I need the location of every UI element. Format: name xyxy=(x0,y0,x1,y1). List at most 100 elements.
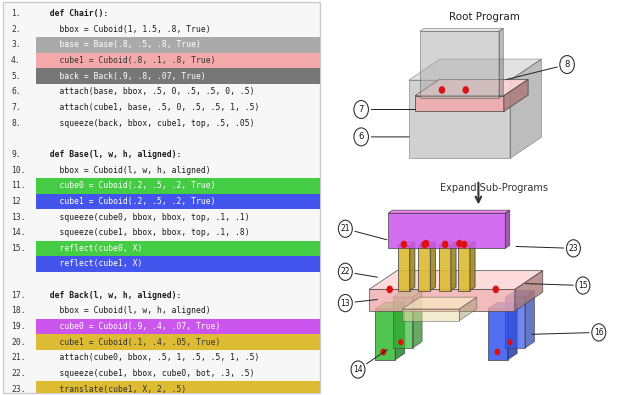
Circle shape xyxy=(566,240,580,257)
Polygon shape xyxy=(418,242,435,246)
Text: 13.: 13. xyxy=(11,213,26,222)
Text: 2.: 2. xyxy=(11,25,21,34)
Bar xyxy=(36,178,320,194)
Polygon shape xyxy=(369,290,515,311)
Text: 18.: 18. xyxy=(11,307,26,315)
Text: 13: 13 xyxy=(340,299,350,308)
Polygon shape xyxy=(376,303,404,309)
Polygon shape xyxy=(515,271,543,311)
Bar xyxy=(36,256,320,272)
Text: cube1 = Cuboid(.8, .1, .8, True): cube1 = Cuboid(.8, .1, .8, True) xyxy=(40,56,215,65)
Circle shape xyxy=(443,241,447,248)
Polygon shape xyxy=(506,291,534,297)
Text: 21.: 21. xyxy=(11,354,26,362)
Text: squeeze(cube1, bbox, bbox, top, .1, .8): squeeze(cube1, bbox, bbox, top, .1, .8) xyxy=(40,228,249,237)
Polygon shape xyxy=(488,309,508,360)
Text: def Base(l, w, h, aligned):: def Base(l, w, h, aligned): xyxy=(40,150,181,159)
Circle shape xyxy=(339,295,352,312)
Polygon shape xyxy=(458,242,475,246)
Circle shape xyxy=(493,286,499,293)
Text: 11.: 11. xyxy=(11,181,26,190)
Polygon shape xyxy=(393,291,422,297)
Bar xyxy=(36,334,320,350)
Text: cube1 = Cuboid(.1, .4, .05, True): cube1 = Cuboid(.1, .4, .05, True) xyxy=(40,338,220,347)
Polygon shape xyxy=(415,96,504,111)
Circle shape xyxy=(508,340,512,344)
Polygon shape xyxy=(525,291,534,348)
Text: base = Base(.8, .5, .8, True): base = Base(.8, .5, .8, True) xyxy=(40,41,200,49)
Bar xyxy=(36,68,320,84)
Text: 22: 22 xyxy=(340,267,350,276)
Text: reflect(cube1, X): reflect(cube1, X) xyxy=(40,260,142,269)
Bar xyxy=(36,241,320,256)
Bar xyxy=(36,53,320,68)
Text: 9.: 9. xyxy=(11,150,21,159)
Text: bbox = Cuboid(l, w, h, aligned): bbox = Cuboid(l, w, h, aligned) xyxy=(40,307,211,315)
Text: 19.: 19. xyxy=(11,322,26,331)
Polygon shape xyxy=(393,297,413,348)
Polygon shape xyxy=(451,242,456,291)
Text: 4.: 4. xyxy=(11,56,21,65)
Polygon shape xyxy=(413,291,422,348)
Polygon shape xyxy=(409,59,541,80)
Polygon shape xyxy=(458,246,470,291)
Circle shape xyxy=(354,128,369,146)
Text: attach(base, bbox, .5, 0, .5, .5, 0, .5): attach(base, bbox, .5, 0, .5, .5, 0, .5) xyxy=(40,87,254,96)
Text: 23: 23 xyxy=(568,244,579,253)
Text: def Back(l, w, h, aligned):: def Back(l, w, h, aligned): xyxy=(40,291,181,300)
Text: cube1 = Cuboid(.2, .5, .2, True): cube1 = Cuboid(.2, .5, .2, True) xyxy=(40,197,215,206)
Polygon shape xyxy=(420,31,499,98)
Text: Expand Sub-Programs: Expand Sub-Programs xyxy=(440,183,548,193)
Polygon shape xyxy=(420,28,503,31)
Circle shape xyxy=(424,241,429,247)
Polygon shape xyxy=(418,246,430,291)
Text: 8.: 8. xyxy=(11,119,21,128)
Text: 12: 12 xyxy=(11,197,21,206)
Circle shape xyxy=(463,87,468,93)
Polygon shape xyxy=(504,79,528,111)
Polygon shape xyxy=(439,246,451,291)
Text: squeeze(cube1, bbox, cube0, bot, .3, .5): squeeze(cube1, bbox, cube0, bot, .3, .5) xyxy=(40,369,254,378)
Text: cube0 = Cuboid(.9, .4, .07, True): cube0 = Cuboid(.9, .4, .07, True) xyxy=(40,322,220,331)
Text: back = Back(.9, .8, .07, True): back = Back(.9, .8, .07, True) xyxy=(40,72,205,81)
Circle shape xyxy=(457,241,462,247)
Polygon shape xyxy=(403,309,460,321)
Text: 22.: 22. xyxy=(11,369,26,378)
Circle shape xyxy=(592,324,605,341)
Text: 8: 8 xyxy=(564,60,570,69)
Text: reflect(cube0, X): reflect(cube0, X) xyxy=(40,244,142,253)
Circle shape xyxy=(351,361,365,378)
Bar xyxy=(36,194,320,209)
Bar xyxy=(36,381,320,395)
Text: 16: 16 xyxy=(594,328,604,337)
Text: 17.: 17. xyxy=(11,291,26,300)
Polygon shape xyxy=(506,297,525,348)
Text: attach(cube1, base, .5, 0, .5, .5, 1, .5): attach(cube1, base, .5, 0, .5, .5, 1, .5… xyxy=(40,103,259,112)
Polygon shape xyxy=(388,210,509,213)
Text: 20.: 20. xyxy=(11,338,26,347)
Polygon shape xyxy=(430,242,435,291)
Text: Root Program: Root Program xyxy=(449,12,520,22)
Polygon shape xyxy=(397,246,410,291)
Text: 7.: 7. xyxy=(11,103,21,112)
Circle shape xyxy=(387,286,392,293)
Text: 7: 7 xyxy=(358,105,364,114)
Polygon shape xyxy=(397,242,415,246)
Polygon shape xyxy=(376,309,395,360)
Text: squeeze(back, bbox, cube1, top, .5, .05): squeeze(back, bbox, cube1, top, .5, .05) xyxy=(40,119,254,128)
Text: 6.: 6. xyxy=(11,87,21,96)
Polygon shape xyxy=(510,59,541,158)
Text: 21: 21 xyxy=(340,224,350,233)
Circle shape xyxy=(495,349,500,355)
Text: 6: 6 xyxy=(358,132,364,141)
Text: 14.: 14. xyxy=(11,228,26,237)
Text: attach(cube0, bbox, .5, 1, .5, .5, 1, .5): attach(cube0, bbox, .5, 1, .5, .5, 1, .5… xyxy=(40,354,259,362)
Circle shape xyxy=(339,263,352,280)
Text: cube0 = Cuboid(.2, .5, .2, True): cube0 = Cuboid(.2, .5, .2, True) xyxy=(40,181,215,190)
Text: 23.: 23. xyxy=(11,385,26,393)
Circle shape xyxy=(461,241,467,248)
Polygon shape xyxy=(460,297,477,321)
Text: squeeze(cube0, bbox, bbox, top, .1, .1): squeeze(cube0, bbox, bbox, top, .1, .1) xyxy=(40,213,249,222)
Polygon shape xyxy=(403,297,477,309)
Polygon shape xyxy=(415,79,528,96)
